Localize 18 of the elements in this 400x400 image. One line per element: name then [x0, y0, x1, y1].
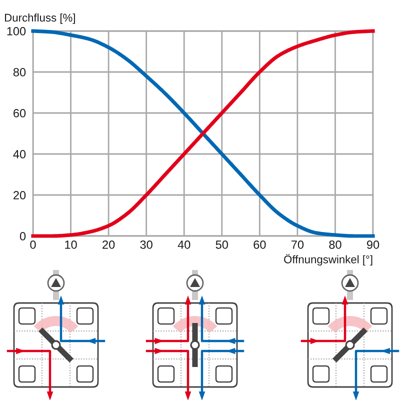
x-tick-label: 0 [30, 240, 36, 249]
x-tick-label: 30 [140, 240, 152, 249]
y-axis-title: Durchfluss [%] [5, 13, 75, 24]
x-tick-label: 10 [65, 240, 77, 249]
x-tick-label: 80 [329, 240, 342, 249]
y-tick-label: 40 [13, 150, 26, 158]
x-tick-label: 20 [102, 240, 115, 249]
y-tick-label: 100 [7, 27, 26, 36]
x-tick-label: 50 [216, 240, 228, 249]
y-tick-label: 0 [20, 232, 26, 240]
x-tick-label: 40 [178, 240, 190, 249]
x-tick-label: 70 [291, 240, 304, 249]
y-tick-label: 20 [14, 191, 26, 200]
y-tick-label: 60 [14, 109, 26, 118]
x-tick-label: 90 [366, 240, 380, 249]
y-tick-label: 80 [13, 68, 26, 76]
x-axis-title: Öffnungswinkel [°] [284, 254, 372, 266]
x-tick-label: 60 [254, 240, 266, 249]
